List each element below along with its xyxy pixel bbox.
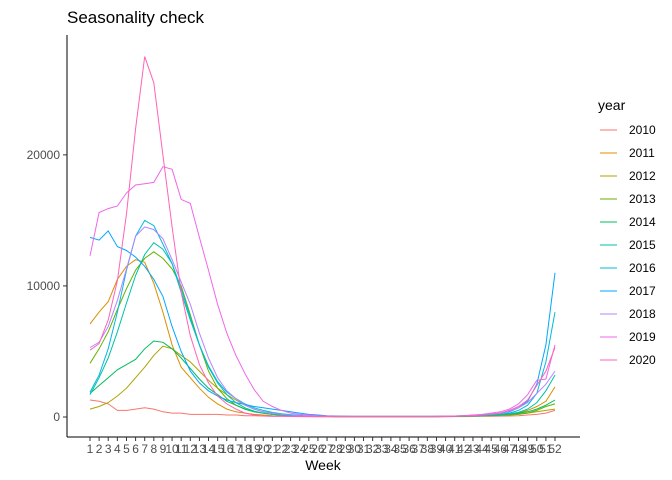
x-tick-label: 18 (238, 442, 252, 456)
x-tick-label: 39 (430, 442, 444, 456)
x-tick-label: 19 (247, 442, 261, 456)
legend-label-2010: 2010 (629, 123, 656, 137)
x-tick-label: 35 (393, 442, 407, 456)
series-line-2015 (89, 242, 556, 418)
x-tick-label: 22 (275, 442, 289, 456)
series-line-2012 (89, 345, 556, 417)
series-line-2018 (89, 226, 556, 417)
legend-label-2011: 2011 (629, 146, 655, 160)
x-tick-label: 28 (329, 442, 343, 456)
x-tick-label: 21 (266, 442, 280, 456)
legend-label-2014: 2014 (629, 215, 656, 229)
x-tick-label: 41 (448, 442, 462, 456)
x-tick-label: 32 (366, 442, 380, 456)
legend-label-2019: 2019 (629, 330, 656, 344)
legend: year 2010 2011 2012 2013 2014 2015 2016 2017 201… (598, 97, 656, 367)
series-line-2019 (89, 166, 556, 417)
x-tick-label: 3 (105, 442, 112, 456)
legend-label-2020: 2020 (629, 353, 656, 367)
x-tick-label: 20 (257, 442, 271, 456)
x-tick-label: 14 (202, 442, 216, 456)
x-tick-label: 36 (402, 442, 416, 456)
x-tick-label: 9 (160, 442, 167, 456)
x-tick-label: 17 (229, 442, 243, 456)
x-axis-ticks: 1 2 3 4 5 6 7 8 9 1011121314151617181920212223242… (87, 437, 562, 456)
x-tick-label: 47 (503, 442, 517, 456)
x-tick-label: 45 (484, 442, 498, 456)
x-tick-label: 29 (339, 442, 353, 456)
y-tick-label: 0 (53, 410, 60, 424)
x-tick-label: 6 (132, 442, 139, 456)
y-tick-label: 10000 (27, 279, 61, 293)
x-tick-label: 30 (348, 442, 362, 456)
x-tick-label: 34 (384, 442, 398, 456)
x-tick-label: 10 (165, 442, 179, 456)
series-line-2017 (89, 230, 556, 417)
x-tick-label: 1 (87, 442, 94, 456)
y-axis-ticks: 0 10000 20000 (27, 148, 67, 424)
chart-title: Seasonality check (67, 8, 205, 27)
x-tick-label: 16 (220, 442, 234, 456)
series-line-2011 (89, 259, 556, 418)
x-tick-label: 49 (521, 442, 535, 456)
x-tick-label: 42 (457, 442, 471, 456)
x-tick-label: 24 (293, 442, 307, 456)
x-tick-label: 27 (320, 442, 334, 456)
x-tick-label: 38 (421, 442, 435, 456)
x-tick-label: 11 (175, 442, 188, 456)
x-tick-label: 15 (211, 442, 225, 456)
legend-label-2016: 2016 (629, 261, 656, 275)
x-tick-label: 26 (311, 442, 325, 456)
plot-lines (89, 56, 556, 418)
x-tick-label: 5 (123, 442, 130, 456)
series-line-2020 (89, 56, 556, 418)
legend-label-2013: 2013 (629, 192, 656, 206)
y-tick-label: 20000 (27, 148, 61, 162)
x-tick-label: 46 (494, 442, 508, 456)
x-axis-title: Week (305, 457, 342, 473)
x-tick-label: 44 (475, 442, 489, 456)
series-line-2016 (89, 219, 556, 417)
legend-title: year (598, 97, 626, 113)
legend-label-2012: 2012 (629, 169, 656, 183)
x-tick-label: 33 (375, 442, 389, 456)
x-tick-label: 12 (184, 442, 198, 456)
x-tick-label: 43 (466, 442, 480, 456)
x-tick-label: 52 (548, 442, 562, 456)
legend-label-2017: 2017 (629, 284, 656, 298)
x-tick-label: 7 (141, 442, 148, 456)
x-tick-label: 13 (193, 442, 207, 456)
legend-label-2018: 2018 (629, 307, 656, 321)
x-tick-label: 4 (114, 442, 121, 456)
x-tick-label: 37 (412, 442, 426, 456)
x-tick-label: 25 (302, 442, 316, 456)
x-tick-label: 2 (96, 442, 103, 456)
series-line-2013 (89, 251, 556, 418)
x-tick-label: 40 (439, 442, 453, 456)
x-tick-label: 31 (357, 442, 371, 456)
series-line-2014 (89, 340, 556, 418)
x-tick-label: 50 (530, 442, 544, 456)
legend-label-2015: 2015 (629, 238, 656, 252)
x-tick-label: 51 (539, 442, 553, 456)
x-tick-label: 48 (512, 442, 526, 456)
x-tick-label: 23 (284, 442, 298, 456)
x-tick-label: 8 (150, 442, 157, 456)
